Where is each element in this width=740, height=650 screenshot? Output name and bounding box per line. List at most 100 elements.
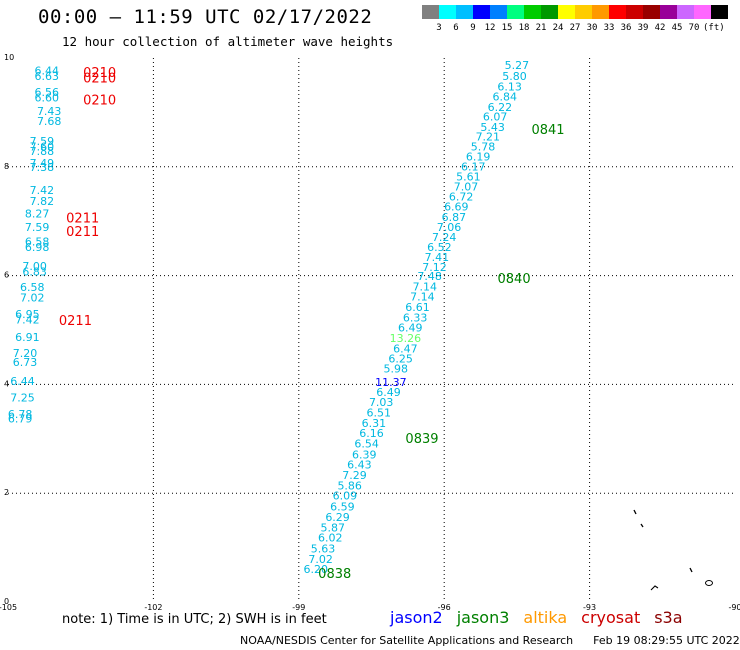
wave-height-label: 6.43 xyxy=(347,459,372,472)
colorbar-swatch xyxy=(422,5,439,19)
satellite-legend: jason2 jason3 altika cryosat s3a xyxy=(390,608,697,627)
wave-height-label: 6.98 xyxy=(25,241,50,254)
y-tick-label: 4 xyxy=(4,379,9,388)
colorbar-swatch xyxy=(694,5,711,19)
wave-height-label: 7.59 xyxy=(25,221,50,234)
wave-height-label: 7.02 xyxy=(308,553,333,566)
legend-item-s3a: s3a xyxy=(654,608,683,627)
wave-height-label: 11.37 xyxy=(375,376,407,389)
wave-height-label: 6.25 xyxy=(388,353,413,366)
credit-line: NOAA/NESDIS Center for Satellite Applica… xyxy=(240,634,740,647)
wave-height-label: 5.43 xyxy=(480,121,505,134)
colorbar-label: 6 xyxy=(453,23,459,33)
wave-height-label: 6.16 xyxy=(359,427,384,440)
colorbar-label: 36 xyxy=(620,23,632,33)
colorbar-swatch xyxy=(541,5,558,19)
wave-height-label: 7.20 xyxy=(13,347,38,360)
colorbar-label: 12 xyxy=(484,23,496,33)
x-tick-label: -93 xyxy=(583,603,596,612)
colorbar-label: 21 xyxy=(535,23,547,33)
colorbar-swatch xyxy=(575,5,592,19)
pass-time-label: 0838 xyxy=(318,567,351,582)
wave-height-label: 7.02 xyxy=(20,292,45,305)
colorbar-swatch xyxy=(473,5,490,19)
coastline-fragment xyxy=(640,523,644,528)
wave-height-label: 7.88 xyxy=(30,145,55,158)
wave-height-label: 7.07 xyxy=(454,181,479,194)
wave-height-label: 5.86 xyxy=(337,479,362,492)
wave-height-label: 7.12 xyxy=(422,261,447,274)
colorbar-label: 18 xyxy=(518,23,530,33)
wave-height-label: 13.26 xyxy=(390,332,422,345)
wave-height-label: 8.27 xyxy=(25,207,50,220)
wave-height-label: 6.49 xyxy=(398,322,423,335)
wave-height-label: 7.41 xyxy=(425,251,450,264)
colorbar-label: 27 xyxy=(569,23,581,33)
wave-height-label: 6.54 xyxy=(354,438,379,451)
colorbar-swatch xyxy=(711,5,728,19)
colorbar-label: 3 xyxy=(436,23,442,33)
wave-height-label: 6.73 xyxy=(13,356,38,369)
colorbar-swatch xyxy=(456,5,473,19)
wave-height-label: 7.14 xyxy=(410,291,435,304)
colorbar-label: 30 xyxy=(586,23,598,33)
colorbar-swatch xyxy=(490,5,507,19)
wave-height-label: 6.09 xyxy=(333,490,358,503)
wave-height-label: 6.61 xyxy=(405,301,430,314)
colorbar-swatch xyxy=(558,5,575,19)
wave-height-label: 7.48 xyxy=(417,270,442,283)
wave-height-label: 6.02 xyxy=(318,532,343,545)
y-tick-label: 6 xyxy=(4,271,9,280)
wave-height-label: 7.42 xyxy=(15,313,40,326)
y-tick-label: 8 xyxy=(4,162,9,171)
wave-height-label: 5.63 xyxy=(311,542,336,555)
wave-height-label: 7.21 xyxy=(476,131,501,144)
wave-height-label: 7.42 xyxy=(30,184,55,197)
coastline-fragment xyxy=(633,509,637,515)
wave-height-label: 6.13 xyxy=(497,81,522,94)
wave-height-label: 7.43 xyxy=(37,105,62,118)
pass-time-label: 0210 xyxy=(83,66,116,81)
coastline-fragment xyxy=(650,585,659,591)
pass-time-label: 0839 xyxy=(405,432,438,447)
wave-height-label: 6.91 xyxy=(15,331,40,344)
colorbar-label: 24 xyxy=(552,23,564,33)
colorbar-label: 9 xyxy=(470,23,476,33)
wave-height-label: 6.33 xyxy=(403,311,428,324)
wave-height-label: 6.60 xyxy=(35,92,60,105)
wave-height-label: 6.87 xyxy=(442,211,467,224)
wave-height-label: 6.83 xyxy=(22,266,47,279)
colorbar-swatch xyxy=(643,5,660,19)
wave-height-label: 7.14 xyxy=(413,280,438,293)
x-tick-label: -105 xyxy=(0,603,17,612)
wave-height-label: 6.20 xyxy=(304,563,329,576)
wave-height-label: 6.58 xyxy=(25,236,50,249)
wave-height-label: 6.47 xyxy=(393,342,418,355)
page-title: 00:00 – 11:59 UTC 02/17/2022 xyxy=(38,6,373,28)
wave-height-label: 6.29 xyxy=(325,511,350,524)
page-subtitle: 12 hour collection of altimeter wave hei… xyxy=(62,34,394,49)
y-tick-label: 0 xyxy=(4,597,9,606)
timestamp: Feb 19 08:29:55 UTC 2022 xyxy=(593,634,740,647)
wave-height-label: 6.52 xyxy=(427,241,452,254)
wave-height-label: 7.38 xyxy=(30,161,55,174)
legend-item-altika: altika xyxy=(523,608,568,627)
wave-height-label: 6.69 xyxy=(444,200,469,213)
colorbar-label: 45 xyxy=(671,23,683,33)
y-tick-label: 10 xyxy=(4,53,14,62)
pass-time-label: 0210 xyxy=(83,72,116,87)
wave-height-label: 6.22 xyxy=(488,101,513,114)
colorbar-swatch xyxy=(609,5,626,19)
pass-time-label: 0840 xyxy=(498,272,531,287)
wave-height-label: 6.84 xyxy=(493,90,518,103)
colorbar-label: 33 xyxy=(603,23,615,33)
colorbar-label: 70 xyxy=(688,23,700,33)
colorbar-unit: (ft) xyxy=(703,23,725,33)
wave-height-label: 7.59 xyxy=(30,135,55,148)
wave-height-label: 6.07 xyxy=(483,111,508,124)
colorbar-label: 39 xyxy=(637,23,649,33)
wave-height-label: 6.72 xyxy=(449,191,474,204)
wave-height-label: 7.06 xyxy=(437,221,462,234)
coastline-fragment xyxy=(689,567,693,573)
